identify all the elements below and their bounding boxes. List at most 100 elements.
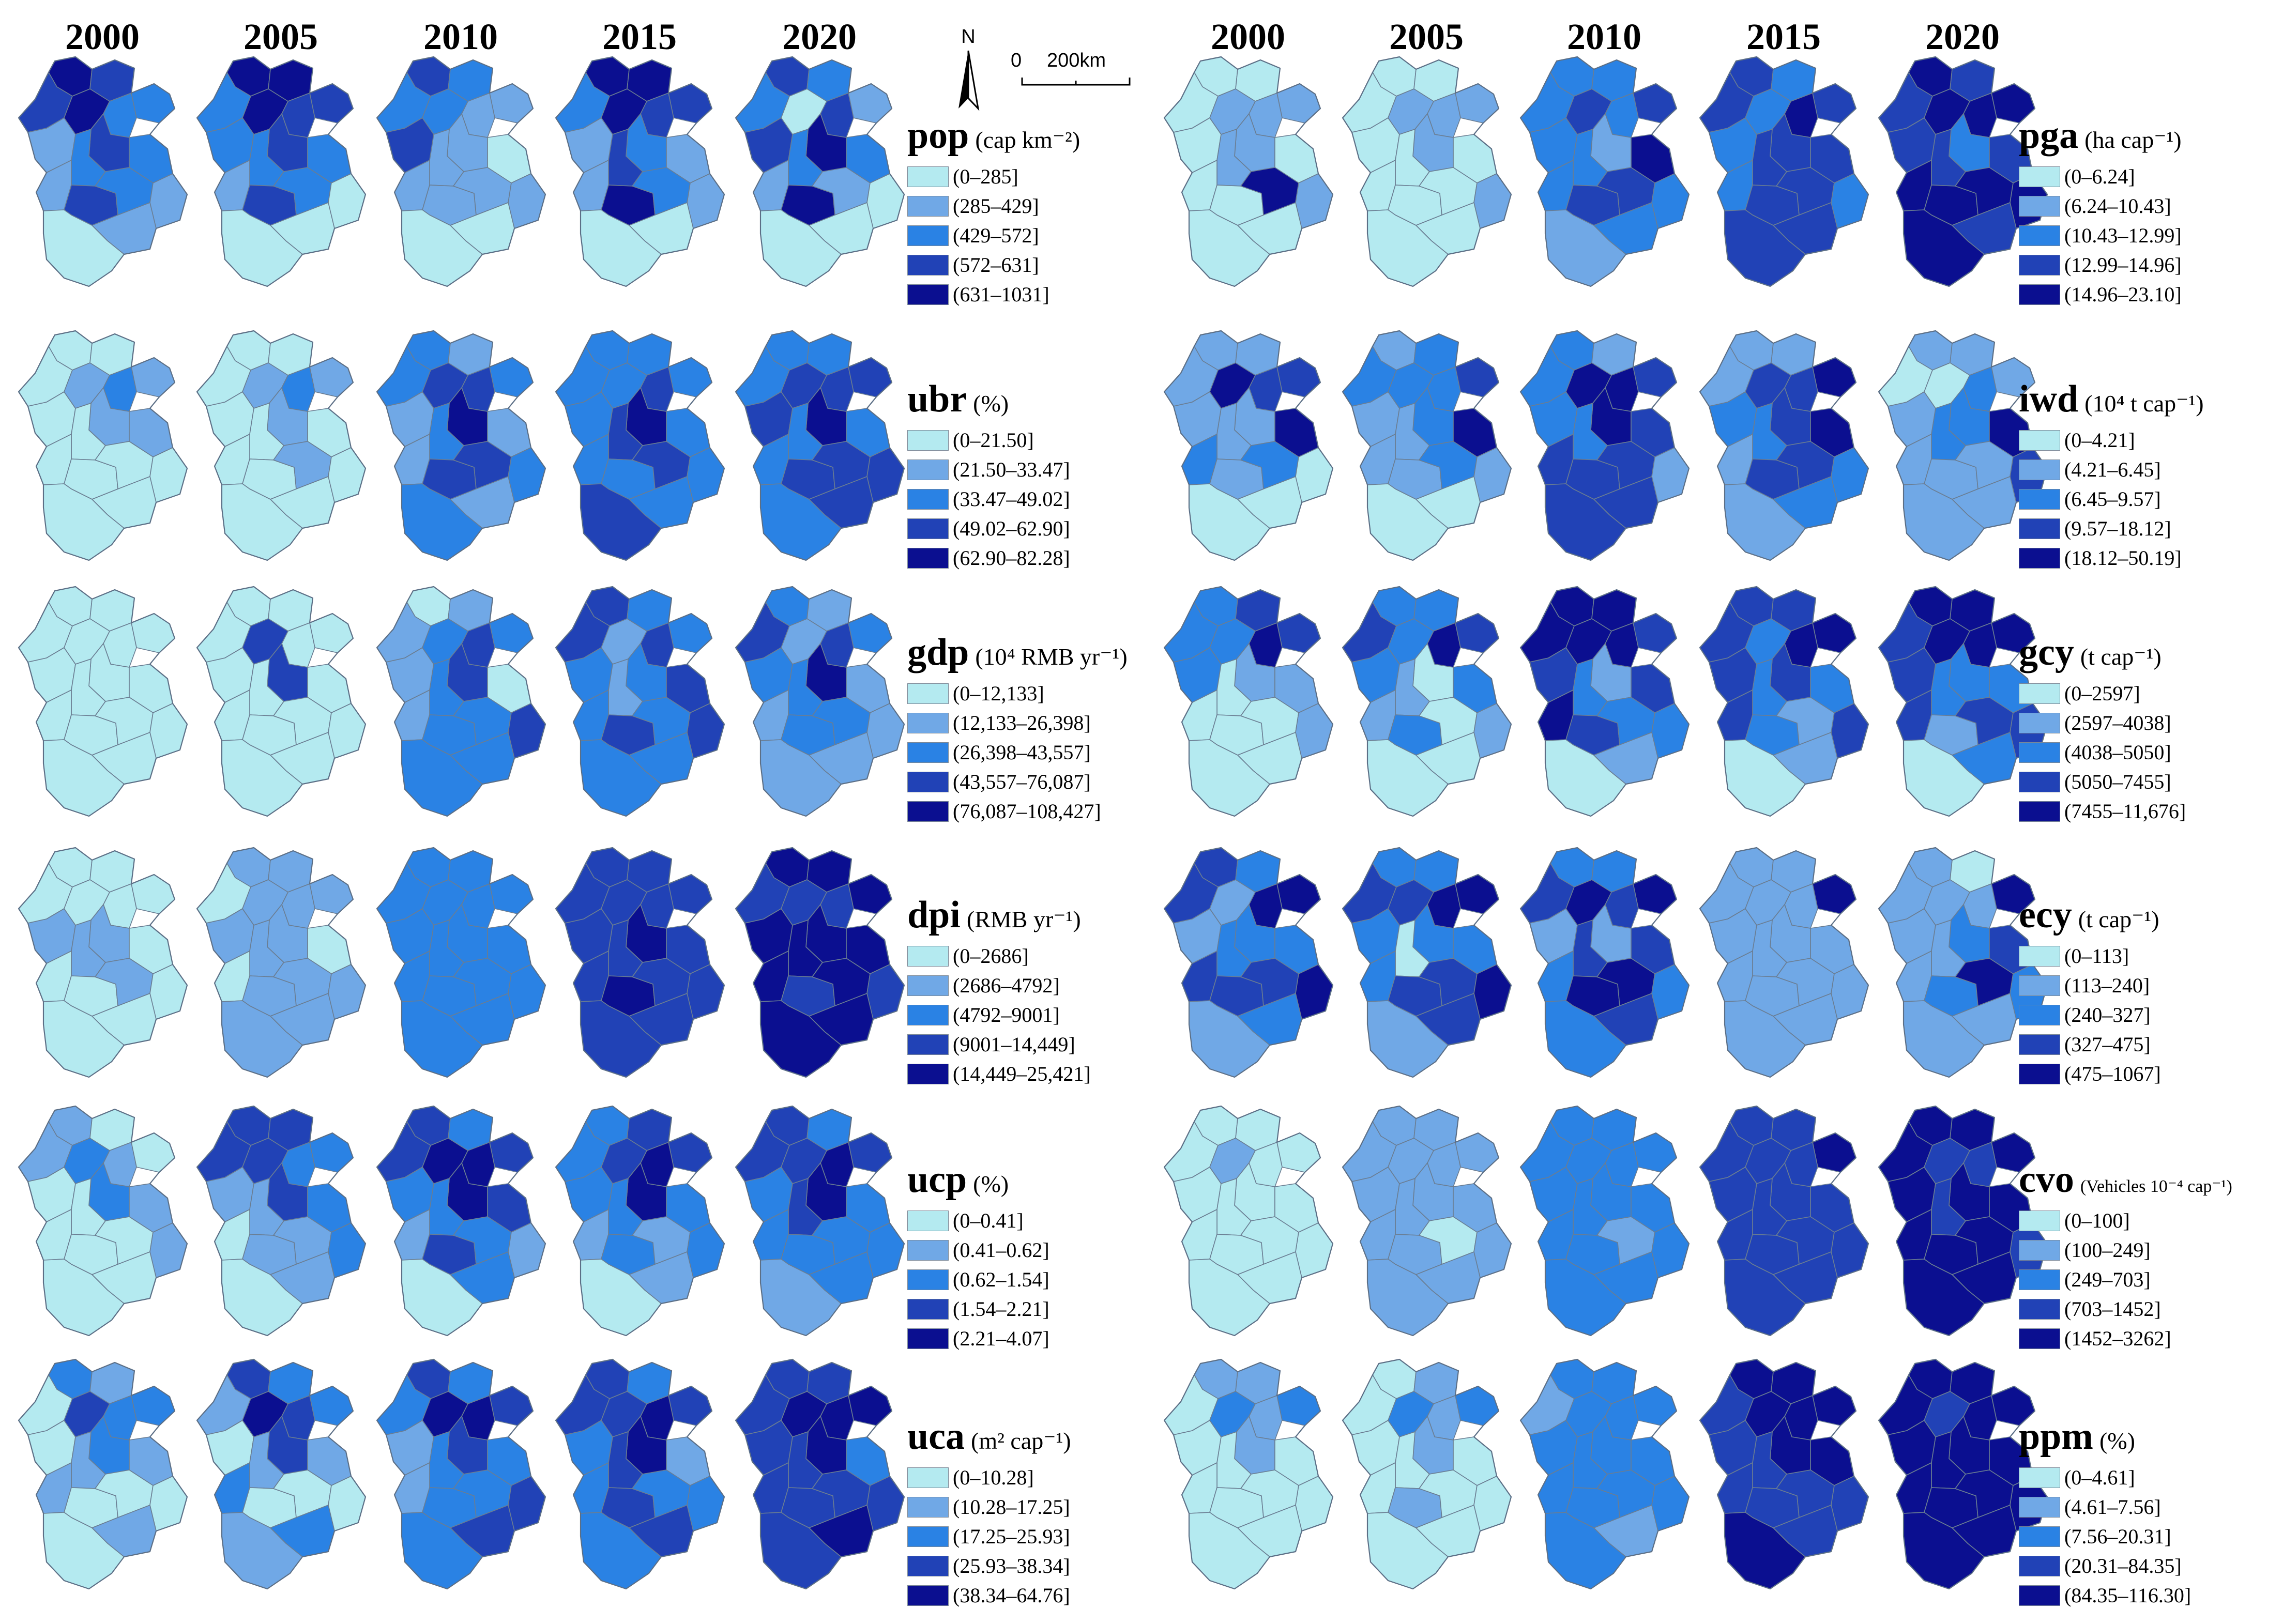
- map-svg-iwd-2005: [1342, 330, 1512, 561]
- legend-pop: pop (cap km⁻²) (0–285] (285–429] (429–572] (5…: [907, 116, 1080, 309]
- province-outline: [1699, 1358, 1869, 1590]
- region-gdp-2000-14: [149, 703, 188, 759]
- legend-class-label: (5050–7455]: [2064, 770, 2171, 793]
- legend-row-uca-2: (10.28–17.25]: [907, 1492, 1071, 1522]
- legend-row-dpi-5: (14,449–25,421]: [907, 1059, 1091, 1089]
- indicator-abbr-cvo: cvo: [2019, 1158, 2074, 1201]
- legend-row-gdp-3: (26,398–43,557]: [907, 738, 1128, 767]
- legend-swatch: [2019, 547, 2060, 569]
- legend-class-label: (0–285]: [953, 165, 1018, 188]
- region-gdp-2005-14: [328, 703, 366, 759]
- province-outline: [18, 1105, 188, 1337]
- region-uca-2005-3: [309, 1386, 354, 1426]
- region-ucp-2020-3: [848, 1132, 892, 1173]
- legend-swatch: [907, 1063, 949, 1084]
- province-outline: [555, 847, 725, 1078]
- indicator-unit-gcy: (t cap⁻¹): [2080, 644, 2162, 670]
- region-dpi-2000-14: [149, 964, 188, 1020]
- legend-swatch: [907, 1496, 949, 1518]
- indicator-unit-dpi: (RMB yr⁻¹): [966, 906, 1081, 932]
- legend-swatch: [907, 1328, 949, 1349]
- region-cvo-2010-14: [1651, 1222, 1690, 1278]
- indicator-unit-pga: (ha cap⁻¹): [2084, 127, 2182, 153]
- legend-class-label: (0–2597]: [2064, 682, 2140, 705]
- map-uca-2015: [552, 1358, 727, 1592]
- map-pga-2010: [1516, 56, 1692, 289]
- map-ppm-2000: [1160, 1358, 1336, 1592]
- legend-row-ecy-1: (0–113]: [2019, 941, 2161, 971]
- legend-swatch: [907, 771, 949, 792]
- region-gdp-2015-3: [668, 613, 712, 653]
- province-outline: [735, 56, 905, 287]
- legend-row-cvo-5: (1452–3262]: [2019, 1324, 2232, 1353]
- legend-swatch: [907, 975, 949, 996]
- province-outline: [18, 847, 188, 1078]
- map-svg-ucp-2005: [196, 1105, 367, 1337]
- province-outline: [735, 847, 905, 1078]
- legend-swatch: [2019, 945, 2060, 967]
- legend-row-dpi-2: (2686–4792]: [907, 971, 1091, 1000]
- region-iwd-2005-14: [1473, 447, 1512, 503]
- map-ucp-2015: [552, 1105, 727, 1339]
- province-outline: [1878, 1105, 2048, 1337]
- legend-class-label: (0–113]: [2064, 944, 2129, 968]
- year-label-left-2000: 2000: [65, 16, 140, 57]
- map-svg-uca-2000: [18, 1358, 188, 1590]
- map-svg-gdp-2000: [18, 586, 188, 817]
- region-ubr-2005-3: [309, 357, 354, 397]
- year-label-right-2005: 2005: [1389, 16, 1464, 57]
- legend-row-ubr-1: (0–21.50]: [907, 425, 1070, 455]
- province-outline: [1519, 847, 1690, 1078]
- indicator-unit-ubr: (%): [973, 390, 1009, 417]
- province-outline: [735, 1105, 905, 1337]
- province-outline: [196, 1358, 367, 1590]
- province-outline: [376, 847, 546, 1078]
- legend-swatch: [2019, 195, 2060, 217]
- scale-bar-icon: [1021, 78, 1131, 86]
- province-outline: [1163, 56, 1334, 287]
- legend-row-ppm-4: (20.31–84.35]: [2019, 1551, 2191, 1581]
- province-outline: [1519, 56, 1690, 287]
- map-svg-iwd-2020: [1878, 330, 2048, 561]
- legend-row-uca-1: (0–10.28]: [907, 1463, 1071, 1492]
- legend-row-ecy-4: (327–475]: [2019, 1030, 2161, 1059]
- region-iwd-2015-14: [1831, 447, 1869, 503]
- province-outline: [1699, 56, 1869, 287]
- map-ecy-2020: [1875, 847, 2050, 1080]
- region-ecy-2005-14: [1473, 964, 1512, 1020]
- indicator-abbr-dpi: dpi: [907, 894, 961, 936]
- legend-swatch: [2019, 1496, 2060, 1518]
- region-cvo-2005-3: [1455, 1132, 1499, 1173]
- legend-row-gdp-1: (0–12,133]: [907, 679, 1128, 708]
- map-svg-pga-2005: [1342, 56, 1512, 287]
- legend-title-ubr: ubr (%): [907, 380, 1070, 418]
- legend-class-label: (0–100]: [2064, 1209, 2130, 1232]
- legend-swatch: [907, 1210, 949, 1231]
- legend-swatch: [2019, 1239, 2060, 1261]
- map-svg-ppm-2005: [1342, 1358, 1512, 1590]
- map-svg-ecy-2005: [1342, 847, 1512, 1078]
- region-ecy-2010-14: [1651, 964, 1690, 1020]
- legend-row-ubr-2: (21.50–33.47]: [907, 455, 1070, 484]
- legend-title-ppm: ppm (%): [2019, 1417, 2191, 1456]
- legend-iwd: iwd (10⁴ t cap⁻¹) (0–4.21] (4.21–6.45] (6.45…: [2019, 380, 2204, 573]
- legend-class-label: (6.24–10.43]: [2064, 194, 2171, 218]
- province-outline: [196, 847, 367, 1078]
- legend-class-label: (33.47–49.02]: [953, 487, 1070, 511]
- legend-swatch: [907, 742, 949, 763]
- map-svg-ucp-2010: [376, 1105, 546, 1337]
- region-pga-2005-3: [1455, 83, 1499, 124]
- region-dpi-2005-3: [309, 874, 354, 914]
- region-ubr-2010-3: [489, 357, 534, 397]
- region-gcy-2000-14: [1295, 703, 1333, 759]
- legend-swatch: [2019, 975, 2060, 996]
- legend-swatch: [907, 945, 949, 967]
- region-ecy-2015-14: [1831, 964, 1869, 1020]
- legend-swatch: [907, 712, 949, 733]
- map-svg-dpi-2015: [555, 847, 725, 1078]
- map-svg-pop-2015: [555, 56, 725, 287]
- map-uca-2020: [732, 1358, 907, 1592]
- map-svg-uca-2015: [555, 1358, 725, 1590]
- indicator-abbr-ppm: ppm: [2019, 1415, 2093, 1458]
- province-outline: [735, 586, 905, 817]
